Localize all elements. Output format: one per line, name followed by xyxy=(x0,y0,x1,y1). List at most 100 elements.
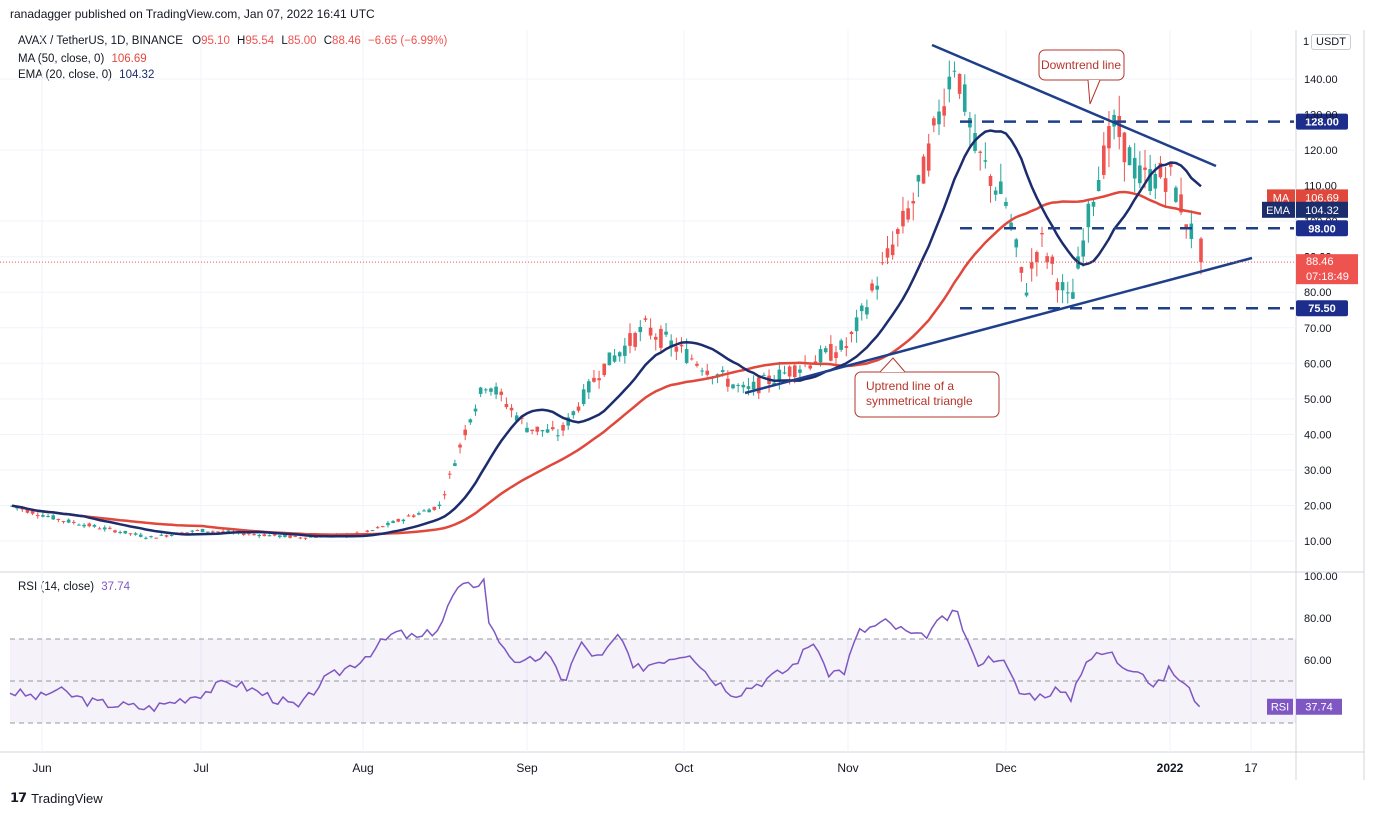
uptrend-callout-label-1: Uptrend line of a xyxy=(866,379,954,393)
candle-body xyxy=(61,521,66,523)
candle-body xyxy=(1199,238,1203,263)
candle-body xyxy=(777,369,782,382)
ema20-line xyxy=(11,129,1202,538)
candle-body xyxy=(530,429,534,432)
time-tick-label: 17 xyxy=(1244,761,1258,775)
candle-body xyxy=(221,531,225,533)
candle-body xyxy=(695,363,699,366)
price-tick-label: 120.00 xyxy=(1304,145,1338,157)
candle-body xyxy=(190,530,195,532)
candle-body xyxy=(66,519,71,523)
ema-label: EMA (20, close, 0) xyxy=(18,69,112,81)
currency-selector[interactable]: USDT xyxy=(1311,34,1351,50)
candle-body xyxy=(133,533,138,535)
candle-body xyxy=(937,111,941,125)
candle-body xyxy=(865,307,869,315)
ma-label: MA (50, close, 0) xyxy=(18,53,105,65)
uptrend-callout-label-2: symmetrical triangle xyxy=(866,394,973,408)
candle-body xyxy=(77,524,81,526)
candle-body xyxy=(926,143,931,171)
level-tag-label: 75.50 xyxy=(1308,303,1336,315)
candle-body xyxy=(736,384,740,386)
candle-body xyxy=(514,415,519,421)
candle-body xyxy=(442,494,447,496)
candle-body xyxy=(381,526,385,528)
downtrend-callout xyxy=(1038,49,1125,81)
candle-body xyxy=(638,326,643,333)
bar-countdown: 07:18:49 xyxy=(1306,271,1349,283)
candle-body xyxy=(128,533,133,535)
ohlc-high: 95.54 xyxy=(245,35,275,47)
candle-body xyxy=(509,407,514,411)
candle-body xyxy=(628,333,632,346)
candle-body xyxy=(993,190,998,195)
candle-body xyxy=(875,285,879,290)
candle-body xyxy=(762,374,766,376)
candle-body xyxy=(731,384,735,389)
time-tick-label: Nov xyxy=(837,761,858,775)
candle-body xyxy=(988,176,993,187)
candle-body xyxy=(20,508,25,510)
candle-body xyxy=(705,370,710,375)
candle-body xyxy=(957,73,962,94)
candle-body xyxy=(592,377,596,382)
candle-body xyxy=(520,417,524,419)
candle-body xyxy=(391,521,395,524)
price-tick-label: 50.00 xyxy=(1304,394,1332,406)
candle-body xyxy=(272,534,277,536)
symbol-name: AVAX / TetherUS, 1D, BINANCE xyxy=(18,35,183,47)
candle-body xyxy=(952,70,957,72)
rsi-tag-name-label: RSI xyxy=(1271,702,1289,714)
candle-body xyxy=(164,535,169,537)
ema-legend: EMA (20, close, 0) 104.32 xyxy=(18,69,154,81)
candle-body xyxy=(829,344,833,361)
ma-legend: MA (50, close, 0) 106.69 xyxy=(18,53,147,65)
candle-body xyxy=(478,387,483,394)
candle-body xyxy=(401,519,406,522)
scale-mode[interactable]: 1 xyxy=(1303,36,1310,48)
candle-body xyxy=(1184,224,1188,228)
candle-body xyxy=(1029,262,1034,269)
candle-body xyxy=(417,513,421,515)
candle-body xyxy=(113,530,117,533)
candle-body xyxy=(437,504,442,507)
rsi-tag xyxy=(1296,698,1342,715)
candle-body xyxy=(1174,187,1178,202)
candle-body xyxy=(257,534,261,537)
ohlc-high-label: H xyxy=(237,35,246,47)
ma-tag xyxy=(1296,189,1348,206)
level-tag-label: 128.00 xyxy=(1305,117,1339,129)
candle-body xyxy=(942,106,946,116)
candle-body xyxy=(149,536,153,538)
candle-body xyxy=(1127,147,1132,166)
candle-body xyxy=(473,408,478,412)
price-tick-label: 40.00 xyxy=(1304,429,1332,441)
candle-body xyxy=(999,181,1003,195)
candle-body xyxy=(453,463,457,466)
candle-body xyxy=(566,417,570,426)
candle-body xyxy=(247,533,251,535)
ma50-line xyxy=(11,190,1202,536)
candle-body xyxy=(1168,163,1173,167)
candle-body xyxy=(1158,162,1163,178)
level-tag xyxy=(1296,220,1348,237)
candle-body xyxy=(169,534,174,536)
candle-body xyxy=(741,384,746,388)
candle-body xyxy=(1045,256,1049,263)
candle-body xyxy=(1009,222,1013,228)
candle-body xyxy=(602,363,607,376)
candle-body xyxy=(1065,292,1070,294)
candle-body xyxy=(911,200,916,204)
rsi-tick-label: 60.00 xyxy=(1304,655,1332,667)
candle-body xyxy=(818,349,823,363)
ohlc-open: 95.10 xyxy=(201,35,230,47)
ema-value: 104.32 xyxy=(119,69,155,81)
downtrend-callout-pointer xyxy=(1087,79,1101,105)
candle-body xyxy=(787,366,792,377)
candle-body xyxy=(499,391,504,395)
ohlc-close: 88.46 xyxy=(332,35,361,47)
footer-brand[interactable]: 𝟭𝟳 TradingView xyxy=(10,790,103,806)
rsi-tag-value: 37.74 xyxy=(1305,702,1333,714)
candle-body xyxy=(576,406,581,411)
